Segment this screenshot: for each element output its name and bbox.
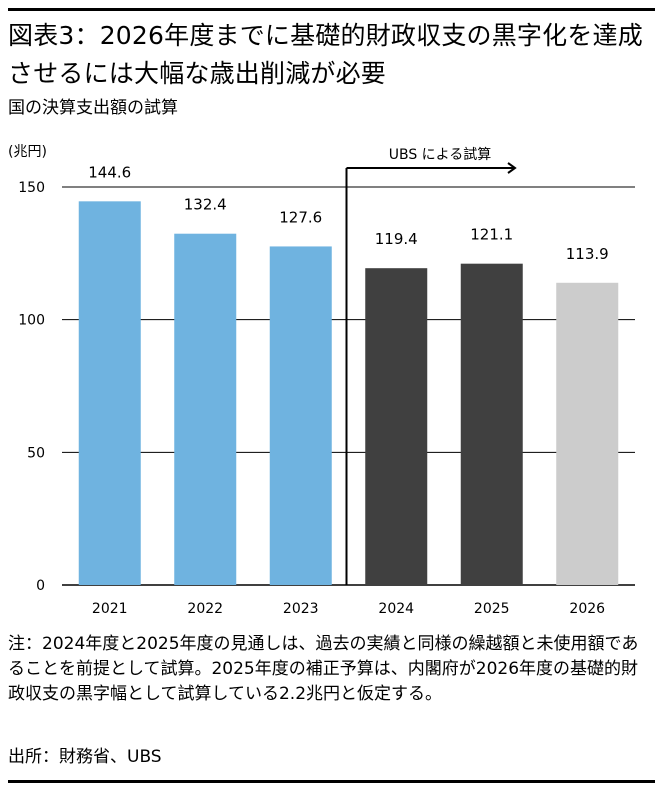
y-axis-ticks: 0 50 100 150 [18, 180, 45, 594]
value-label: 127.6 [279, 208, 322, 226]
x-tick-label: 2021 [92, 601, 128, 617]
value-labels: 144.6 132.4 127.6 119.4 121.1 113.9 [88, 163, 608, 262]
top-rule [8, 8, 655, 11]
value-label: 132.4 [184, 196, 227, 214]
bar-chart: 144.6 132.4 127.6 119.4 121.1 113.9 0 50 100 150… [18, 147, 635, 617]
x-tick-label: 2024 [378, 601, 414, 617]
x-axis-ticks: 2021 2022 2023 2024 2025 2026 [92, 601, 605, 617]
bar-2024 [365, 268, 428, 585]
chart-subtitle: 国の決算支出額の試算 [8, 98, 178, 118]
x-tick-label: 2023 [283, 601, 319, 617]
x-tick-label: 2022 [187, 601, 223, 617]
bar-2025 [460, 263, 523, 585]
value-label: 119.4 [375, 230, 418, 248]
y-tick-label: 100 [18, 313, 45, 329]
bar-2021 [78, 201, 141, 585]
gridlines [62, 186, 635, 586]
bar-2022 [174, 233, 237, 585]
y-axis-unit: (兆円) [8, 144, 47, 160]
bar-2023 [269, 246, 332, 585]
footnote: 注：2024年度と2025年度の見通しは、過去の実績と同様の繰越額と未使用額であ… [8, 634, 639, 704]
bar-2026 [556, 282, 619, 585]
y-tick-label: 50 [27, 445, 45, 461]
bottom-rule [8, 780, 655, 783]
y-tick-label: 150 [18, 180, 45, 196]
bars [78, 201, 619, 585]
value-label: 121.1 [470, 226, 513, 244]
x-tick-label: 2026 [569, 601, 605, 617]
value-label: 144.6 [88, 163, 131, 181]
y-tick-label: 0 [36, 578, 45, 594]
value-label: 113.9 [566, 245, 609, 263]
estimate-marker: UBS による試算 [345, 147, 517, 585]
chart-title: 図表3：2026年度までに基礎的財政収支の黒字化を達成させるには大幅な歳出削減が… [8, 21, 643, 88]
estimate-label: UBS による試算 [389, 147, 492, 163]
estimate-arrow-head [507, 162, 517, 174]
x-tick-label: 2025 [474, 601, 510, 617]
source-note: 出所：財務省、UBS [8, 747, 162, 767]
